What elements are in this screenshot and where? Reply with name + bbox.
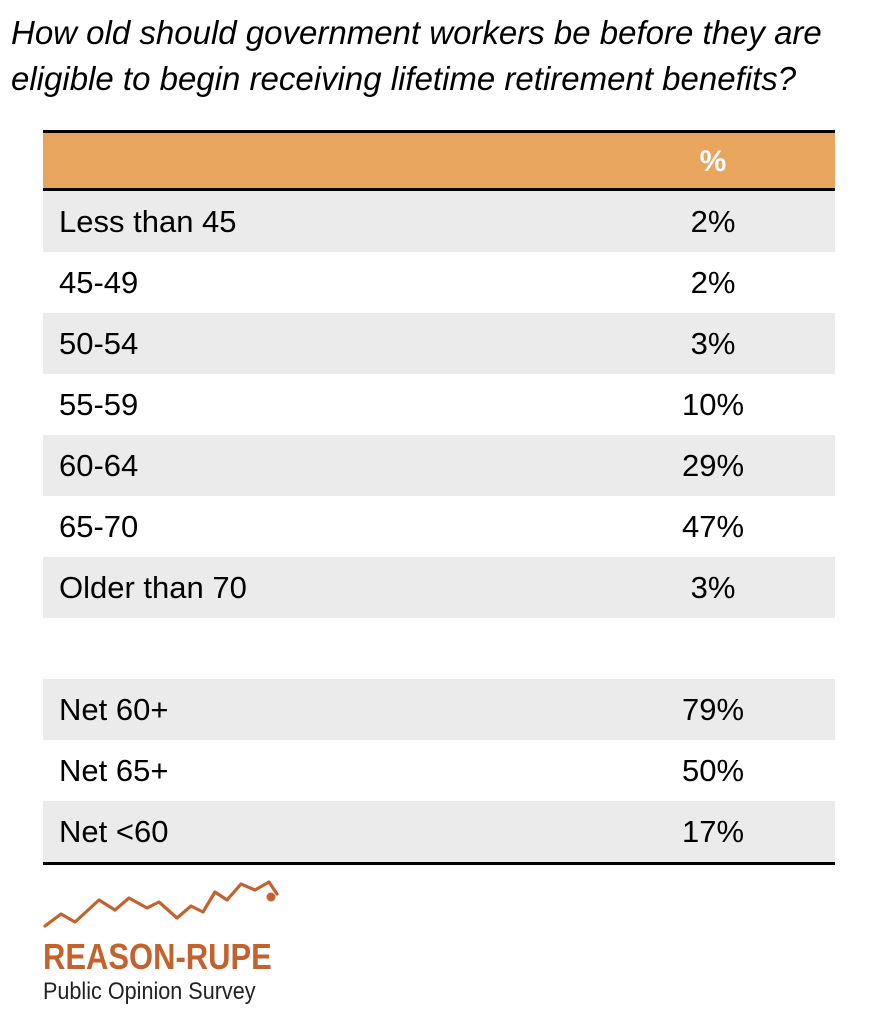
net-row: Net 65+ 50%	[43, 740, 835, 801]
chart-title-line-1: How old should government workers be bef…	[11, 14, 822, 51]
table-row: Less than 45 2%	[43, 191, 835, 252]
row-label: 45-49	[59, 265, 139, 300]
net-row-label: Net 60+	[59, 692, 169, 727]
data-table: % Less than 45 2% 45-49 2% 50-54 3% 55-5…	[43, 130, 835, 865]
table-header: %	[43, 130, 835, 191]
logo-subtitle: Public Opinion Survey	[43, 978, 256, 1005]
row-value: 2%	[690, 204, 736, 239]
row-label: 60-64	[59, 448, 139, 483]
net-row-value: 50%	[681, 753, 745, 788]
row-value: 3%	[690, 326, 736, 361]
table-bottom-rule	[43, 862, 835, 865]
reason-rupe-logo: REASON-RUPE Public Opinion Survey	[43, 878, 283, 1008]
row-label: Less than 45	[59, 204, 237, 239]
row-label: 55-59	[59, 387, 139, 422]
net-row-label: Net <60	[59, 814, 169, 849]
chart-title-line-2: eligible to begin receiving lifetime ret…	[11, 60, 797, 97]
row-value: 47%	[681, 509, 745, 544]
table-row: 65-70 47%	[43, 496, 835, 557]
net-row-label: Net 65+	[59, 753, 169, 788]
net-row: Net 60+ 79%	[43, 679, 835, 740]
chart-title: How old should government workers be bef…	[11, 10, 871, 102]
row-value: 10%	[681, 387, 745, 422]
column-header-percent: %	[699, 145, 727, 178]
table-row: 60-64 29%	[43, 435, 835, 496]
table-row: 50-54 3%	[43, 313, 835, 374]
row-value: 3%	[690, 570, 736, 605]
row-label: 50-54	[59, 326, 139, 361]
row-label: Older than 70	[59, 570, 247, 605]
table-row: Older than 70 3%	[43, 557, 835, 618]
table-row: 45-49 2%	[43, 252, 835, 313]
row-label: 65-70	[59, 509, 139, 544]
row-value: 2%	[690, 265, 736, 300]
trend-line-icon	[43, 880, 279, 928]
logo-name: REASON-RUPE	[43, 936, 272, 977]
table-row: 55-59 10%	[43, 374, 835, 435]
table-spacer	[43, 618, 835, 679]
net-row: Net <60 17%	[43, 801, 835, 862]
row-value: 29%	[681, 448, 745, 483]
net-row-value: 17%	[681, 814, 745, 849]
net-row-value: 79%	[681, 692, 745, 727]
